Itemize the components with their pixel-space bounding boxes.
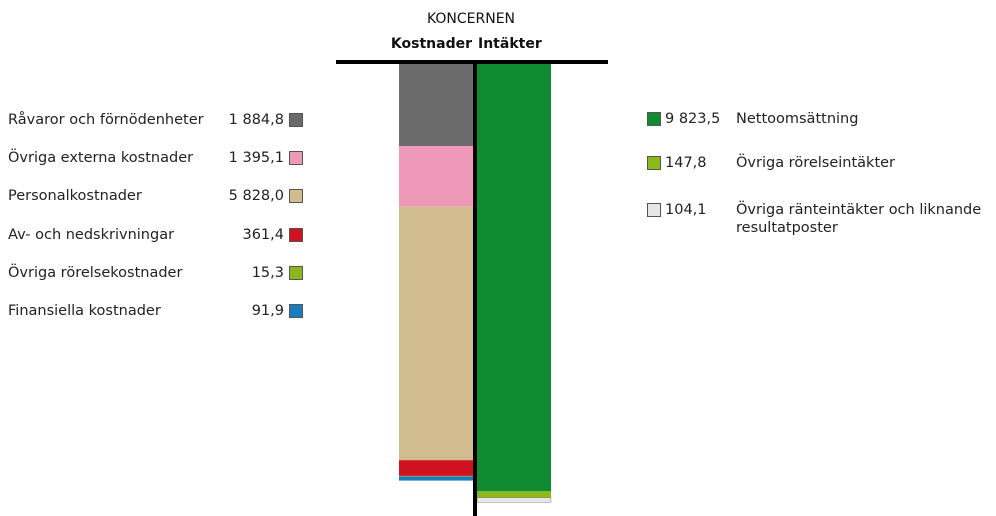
- legend-value: 147,8: [665, 155, 707, 171]
- legend-value: 104,1: [665, 202, 707, 218]
- chart-title: KONCERNEN: [427, 11, 515, 27]
- bar-segment: [399, 206, 473, 461]
- legend-value: 1 395,1: [228, 150, 284, 167]
- legend-swatch: [289, 189, 303, 204]
- legend-swatch: [289, 304, 303, 318]
- legend-label: Personalkostnader: [8, 188, 142, 205]
- legend-label: Råvaror och förnödenheter: [8, 112, 204, 128]
- legend-value: 91,9: [251, 303, 284, 319]
- bar-segment: [399, 476, 473, 481]
- bar-segment: [399, 475, 473, 477]
- legend-label: Övriga rörelseintäkter: [736, 155, 896, 171]
- bar-segment: [399, 460, 473, 476]
- legend-label: Övriga externa kostnader: [8, 150, 194, 167]
- legend-value: 361,4: [242, 226, 284, 243]
- legend-label: Övriga rörelsekostnader: [8, 264, 183, 281]
- category-label: Kostnader: [391, 36, 472, 52]
- legend-swatch: [289, 227, 303, 242]
- bar-segment: [399, 64, 473, 146]
- legend-value: 15,3: [251, 264, 284, 281]
- bar-segment: [399, 145, 473, 207]
- legend-value: 5 828,0: [228, 188, 284, 205]
- bar-segment: [476, 497, 552, 503]
- legend-value: 9 823,5: [665, 111, 721, 127]
- legend-swatch: [647, 203, 661, 217]
- bar-segment: [477, 64, 551, 492]
- bar-segment: [477, 491, 551, 498]
- legend-swatch: [647, 156, 661, 170]
- legend-value: 1 884,8: [228, 112, 284, 128]
- category-label: Intäkter: [478, 36, 542, 52]
- legend-swatch: [289, 113, 303, 127]
- legend-swatch: [289, 265, 303, 280]
- legend-swatch: [289, 151, 303, 166]
- legend-label: Finansiella kostnader: [8, 303, 161, 319]
- legend-label: Nettoomsättning: [736, 111, 859, 127]
- legend-label: Av- och nedskrivningar: [8, 226, 175, 243]
- legend-swatch: [647, 112, 661, 126]
- legend-label: Övriga ränteintäkter och liknande result…: [736, 202, 982, 236]
